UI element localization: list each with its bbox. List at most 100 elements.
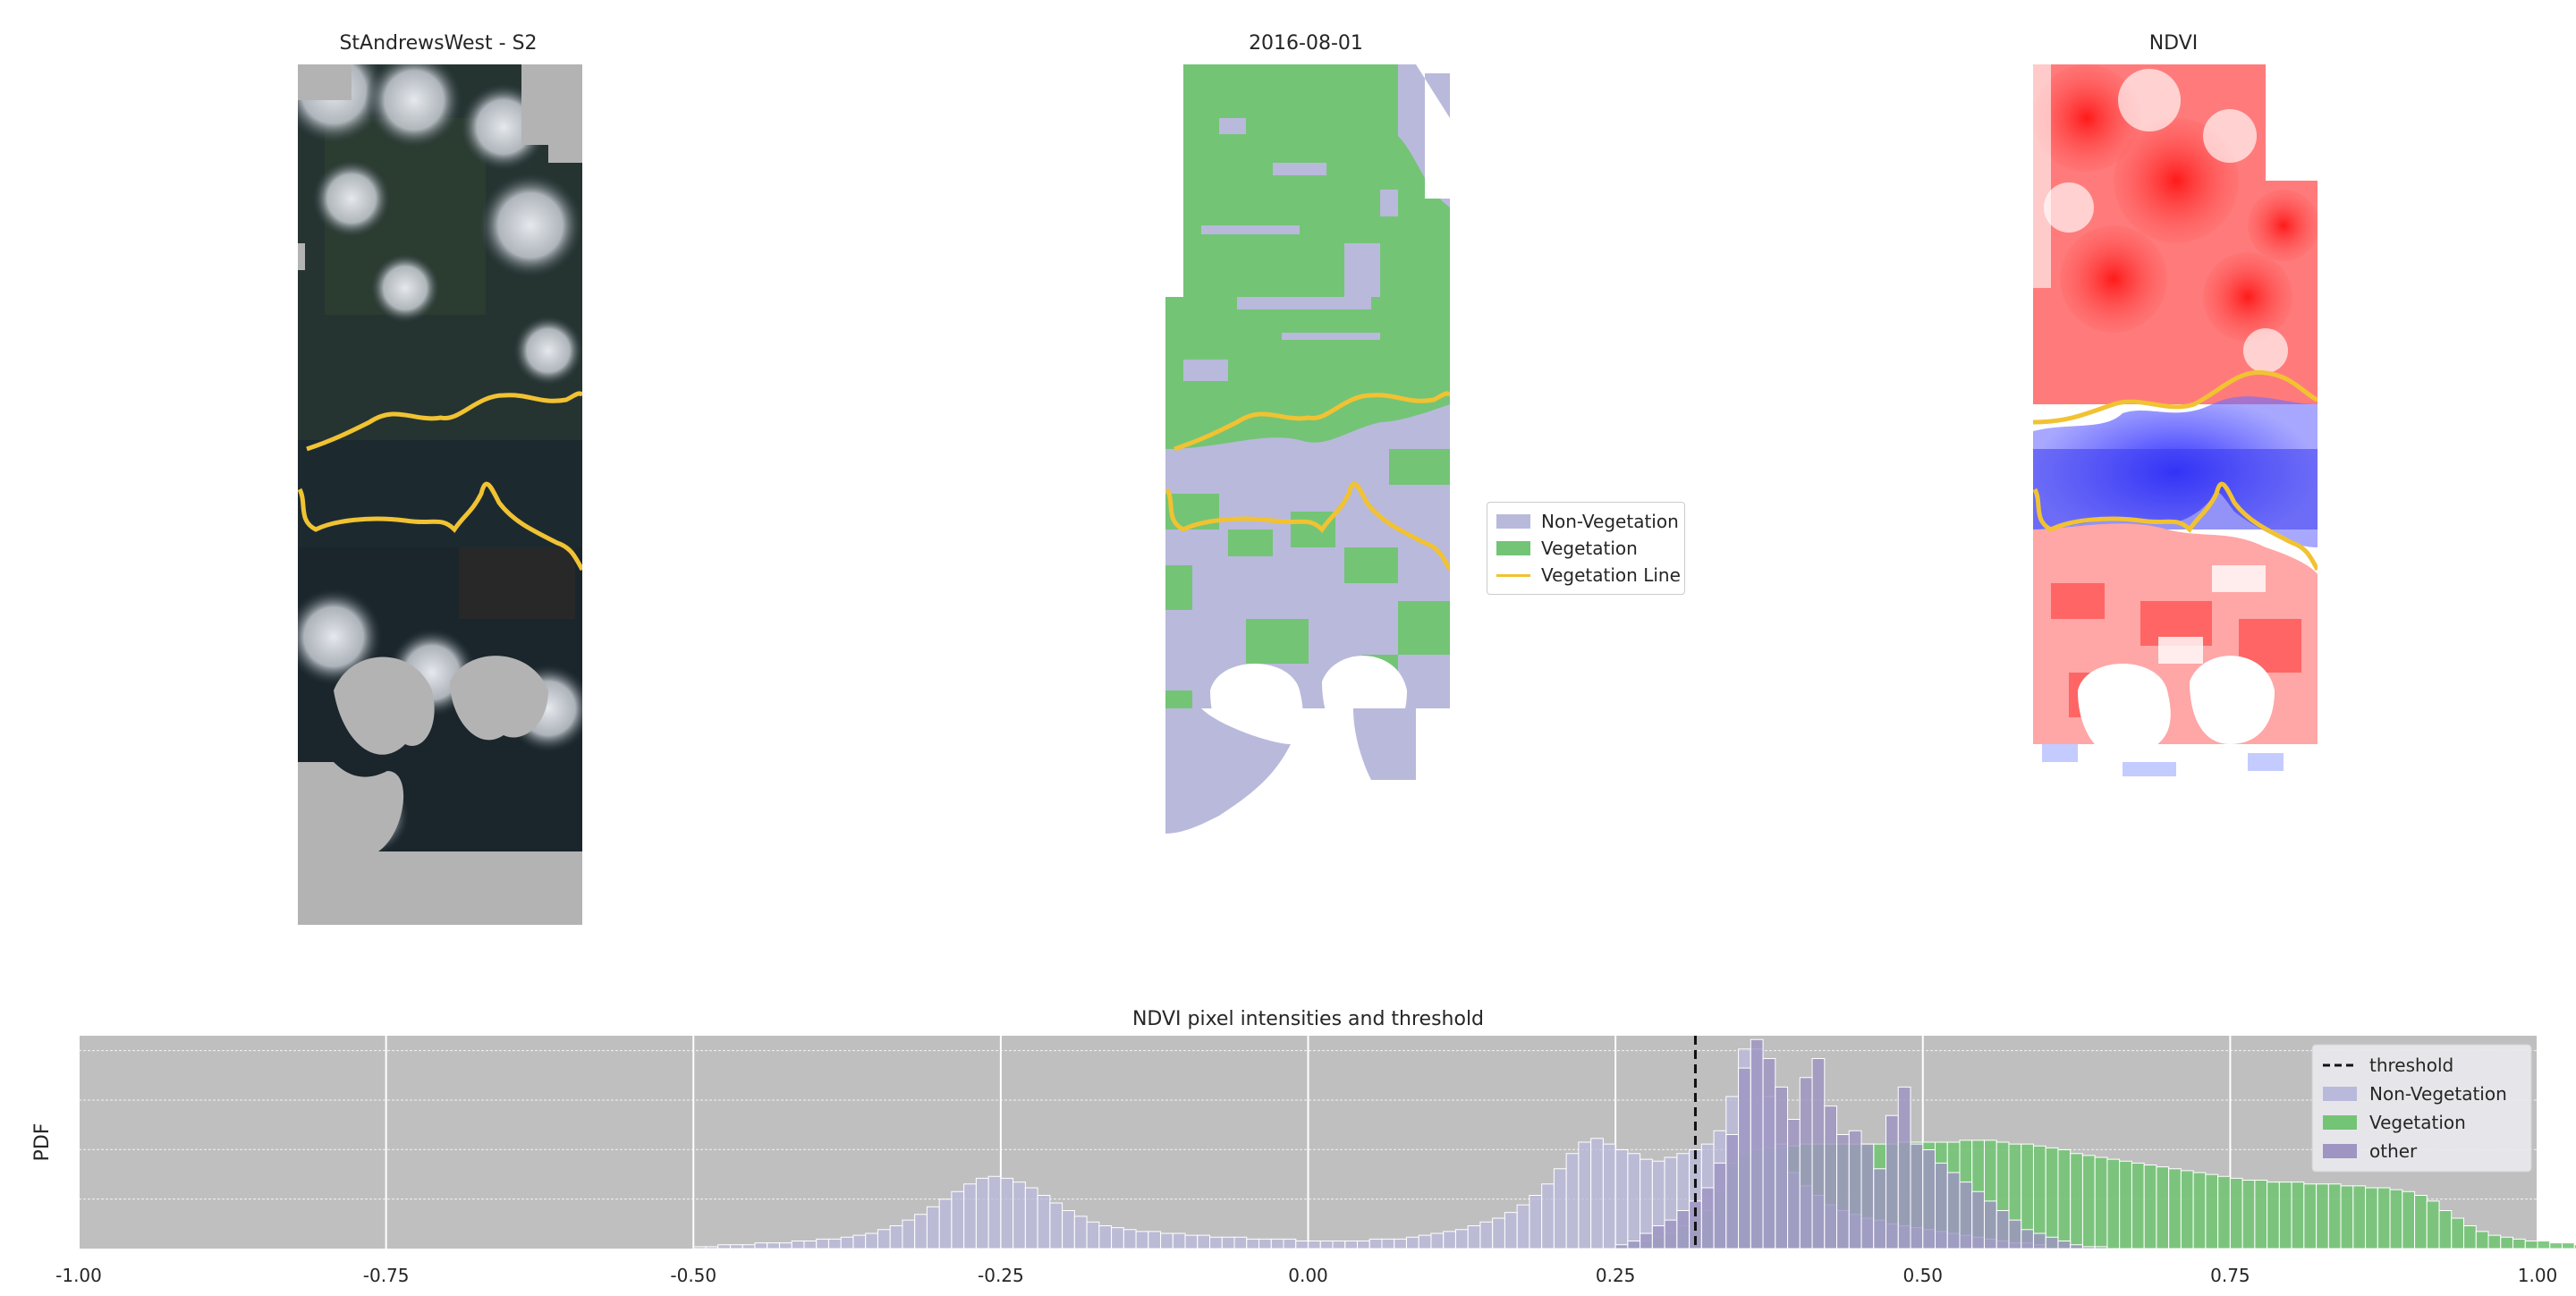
histogram-bar-other	[2081, 1246, 2096, 1249]
histogram-bar-vegetation	[2131, 1162, 2145, 1249]
histogram-bar-non-vegetation	[717, 1244, 731, 1249]
histogram-bar-other	[1775, 1086, 1789, 1249]
histogram-bar-non-vegetation	[1049, 1202, 1063, 1249]
vegetation-line-swatch	[1496, 573, 1530, 577]
x-tick-label: 0.25	[1596, 1265, 1636, 1286]
histogram-bar-vegetation	[2119, 1160, 2132, 1249]
histogram-bar-non-vegetation	[963, 1183, 977, 1249]
histogram-bar-vegetation	[2192, 1172, 2207, 1249]
histogram-bar-non-vegetation	[1270, 1238, 1284, 1249]
histogram-bar-vegetation	[2094, 1156, 2108, 1249]
legend-item-vegetation: Vegetation	[1487, 535, 1684, 562]
x-tick-label: 0.00	[1288, 1265, 1328, 1286]
histogram-bar-other	[2021, 1229, 2034, 1249]
histogram-bar-other	[1983, 1200, 1997, 1249]
histogram-bar-vegetation	[2365, 1187, 2378, 1249]
histogram-bar-non-vegetation	[1160, 1232, 1174, 1249]
histogram-bar-non-vegetation	[816, 1238, 829, 1249]
histogram-bar-vegetation	[2402, 1190, 2416, 1249]
x-tick-label: 1.00	[2518, 1265, 2558, 1286]
histogram-bar-non-vegetation	[852, 1234, 867, 1249]
histogram-bar-non-vegetation	[1184, 1234, 1199, 1249]
x-tick-label: 0.75	[2210, 1265, 2250, 1286]
histogram-bar-non-vegetation	[1516, 1204, 1530, 1249]
histogram-bar-other	[2094, 1246, 2108, 1249]
histogram-bar-non-vegetation	[1172, 1232, 1186, 1249]
histogram-bar-other	[2032, 1232, 2046, 1249]
histogram-bar-non-vegetation	[1037, 1195, 1051, 1249]
histogram-bar-other	[1824, 1105, 1838, 1249]
histogram-bar-other	[1640, 1232, 1653, 1249]
legend-label: Vegetation	[2369, 1112, 2466, 1133]
histogram-bar-non-vegetation	[1627, 1153, 1641, 1249]
histogram-bar-vegetation	[2561, 1242, 2575, 1249]
class-panel-title: 2016-08-01	[1249, 32, 1363, 55]
histogram-bar-vegetation	[2057, 1149, 2072, 1249]
histogram-bar-non-vegetation	[778, 1242, 792, 1249]
histogram-bar-non-vegetation	[1308, 1241, 1321, 1249]
histogram-bar-non-vegetation	[791, 1241, 805, 1249]
histogram-bar-non-vegetation	[1111, 1227, 1124, 1249]
legend-label-non-vegetation: Non-Vegetation	[1541, 511, 1679, 532]
histogram-bar-non-vegetation	[1614, 1149, 1629, 1249]
legend-swatch	[2323, 1144, 2357, 1158]
histogram-bar-non-vegetation	[975, 1177, 989, 1249]
legend-label-vegetation-line: Vegetation Line	[1541, 564, 1681, 586]
histogram-bar-vegetation	[2377, 1187, 2391, 1249]
histogram-bar-other	[1799, 1077, 1813, 1249]
histogram-bar-non-vegetation	[1062, 1210, 1075, 1249]
histogram-bar-vegetation	[2451, 1217, 2465, 1249]
histogram-bar-other	[1725, 1134, 1740, 1249]
histogram-bar-vegetation	[2254, 1180, 2268, 1249]
histogram-bar-non-vegetation	[987, 1175, 1002, 1249]
histogram-bar-other	[1700, 1187, 1715, 1249]
histogram-bar-vegetation	[2352, 1185, 2367, 1249]
legend-label: threshold	[2369, 1055, 2453, 1076]
histogram-bar-other	[1946, 1172, 1961, 1249]
histogram-bar-non-vegetation	[1504, 1212, 1518, 1249]
histogram-bar-non-vegetation	[914, 1214, 928, 1249]
classification-map	[1165, 64, 1450, 869]
histogram-bar-vegetation	[2303, 1183, 2318, 1249]
histogram-bar-other	[1787, 1119, 1801, 1249]
y-axis-label: PDF	[31, 1123, 54, 1162]
histogram-bar-non-vegetation	[1135, 1231, 1149, 1249]
histogram-bar-non-vegetation	[767, 1242, 780, 1249]
histogram-bar-non-vegetation	[1553, 1168, 1567, 1249]
histogram-bar-non-vegetation	[1418, 1234, 1432, 1249]
histogram-bar-non-vegetation	[1319, 1241, 1334, 1249]
histogram-bar-other	[1738, 1067, 1751, 1249]
ndvi-panel-title: NDVI	[2148, 32, 2199, 55]
histogram-bar-vegetation	[2291, 1182, 2305, 1249]
histogram-bar-non-vegetation	[1295, 1241, 1309, 1249]
histogram-title: NDVI pixel intensities and threshold	[1132, 1008, 1484, 1030]
histogram-bar-other	[1651, 1225, 1665, 1249]
histogram-bar-non-vegetation	[1000, 1177, 1014, 1249]
x-tick-label: -0.25	[978, 1265, 1024, 1286]
vegetation-swatch	[1496, 541, 1530, 555]
histogram-bar-other	[1996, 1210, 2010, 1249]
histogram-bar-vegetation	[2316, 1183, 2329, 1249]
histogram-bar-non-vegetation	[1197, 1234, 1211, 1249]
histogram-bar-non-vegetation	[754, 1242, 768, 1249]
histogram-bar-vegetation	[2217, 1175, 2231, 1249]
histogram-bar-non-vegetation	[865, 1232, 878, 1249]
histogram-bar-vegetation	[2143, 1165, 2157, 1249]
histogram-bar-non-vegetation	[1405, 1236, 1419, 1249]
histogram-bar-other	[1614, 1244, 1629, 1249]
histogram-bar-non-vegetation	[1356, 1241, 1370, 1249]
histogram-bar-other	[1910, 1143, 1924, 1249]
histogram-bar-vegetation	[2340, 1185, 2354, 1249]
x-tick-label: -0.75	[363, 1265, 410, 1286]
histogram-bar-non-vegetation	[1590, 1138, 1604, 1249]
histogram-bar-non-vegetation	[1233, 1236, 1248, 1249]
histogram-bar-other	[2008, 1219, 2022, 1249]
histogram-bar-other	[1750, 1038, 1764, 1249]
histogram-bar-non-vegetation	[902, 1219, 916, 1249]
histogram-bar-non-vegetation	[692, 1246, 707, 1249]
rgb-panel-title: StAndrewsWest - S2	[339, 32, 538, 55]
histogram-bar-vegetation	[2168, 1168, 2182, 1249]
histogram-bar-non-vegetation	[1024, 1187, 1038, 1249]
histogram-bar-vegetation	[2487, 1234, 2502, 1249]
legend-swatch	[2323, 1087, 2357, 1101]
